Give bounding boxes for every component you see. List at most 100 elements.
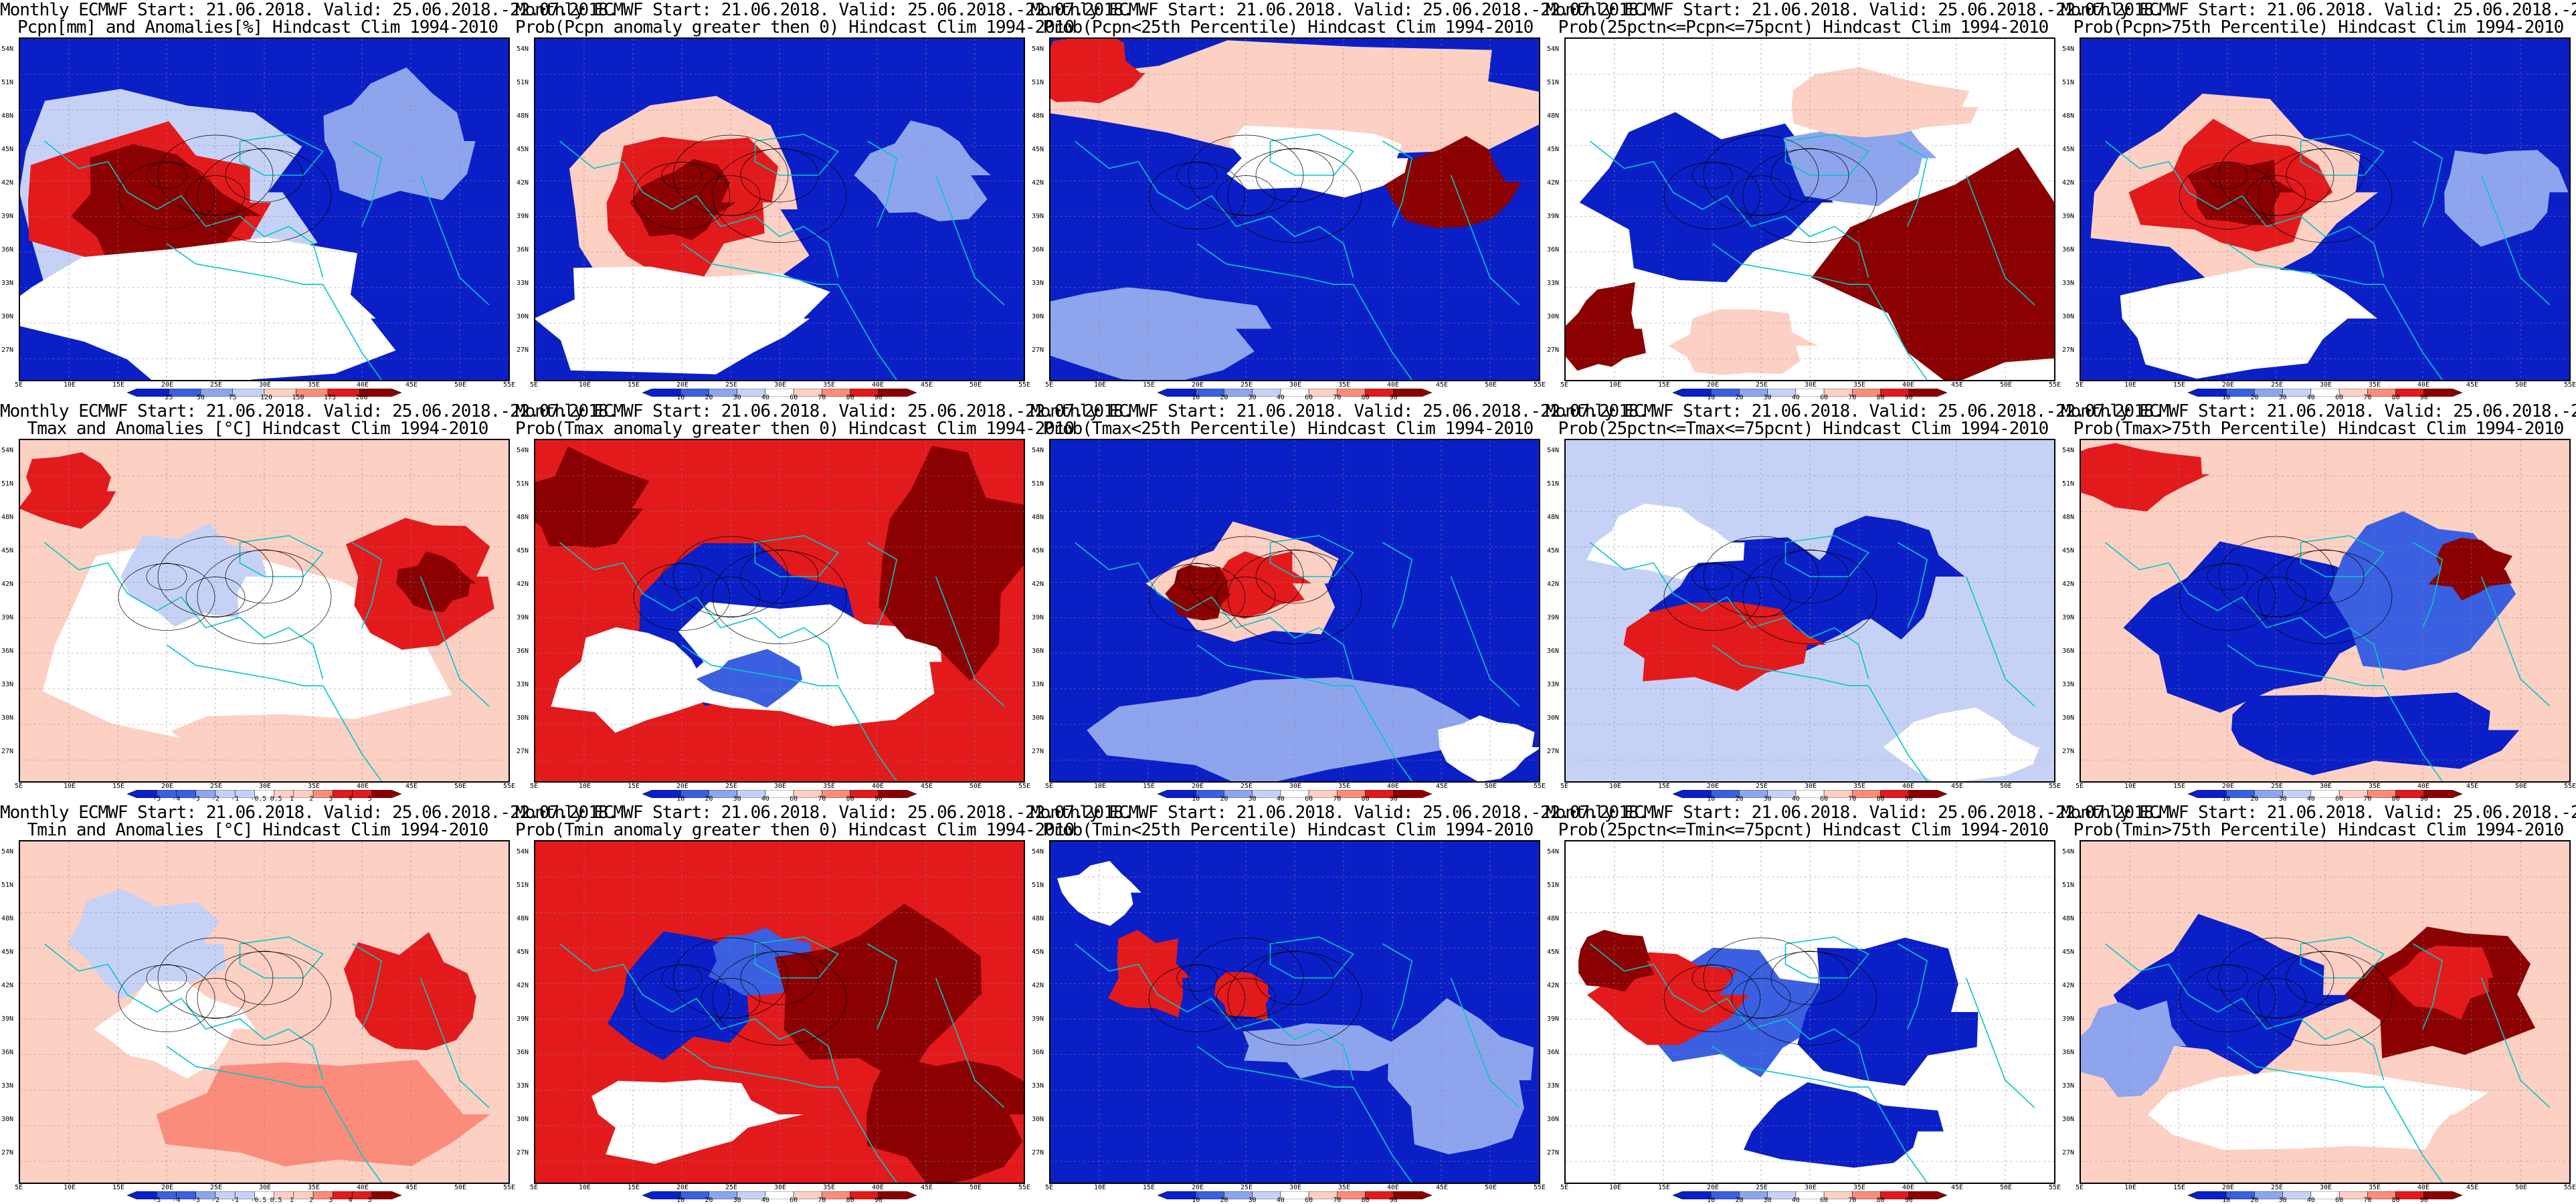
lon-tick-label: 20E — [161, 381, 174, 389]
coastline — [2480, 576, 2551, 707]
lat-tick-label: 42N — [2062, 179, 2075, 187]
contour-line — [118, 965, 215, 1032]
lon-tick-label: 55E — [1018, 381, 1031, 389]
lon-tick-label: 40E — [357, 1184, 369, 1191]
lat-tick-label: 27N — [1032, 346, 1044, 354]
lon-tick-label: 45E — [921, 783, 933, 790]
lon-tick-label: 30E — [1289, 381, 1302, 389]
map-panel: Monthly ECMWF Start: 21.06.2018. Valid: … — [0, 0, 618, 401]
lon-tick-label: 40E — [357, 381, 369, 389]
lat-tick-label: 39N — [1547, 614, 1560, 621]
anomaly-shade — [2081, 443, 2210, 512]
coastline — [322, 1086, 382, 1183]
colorbar-label: 80 — [1361, 795, 1370, 803]
lat-tick-label: 27N — [1547, 346, 1560, 354]
lat-tick-label: 48N — [2062, 112, 2075, 120]
coastline — [2480, 175, 2551, 306]
colorbar-label: 0.5 — [270, 1197, 282, 1204]
coastline — [935, 977, 1005, 1108]
lat-tick-label: 51N — [1547, 882, 1560, 889]
colorbar-segment — [878, 1191, 917, 1200]
coastline — [837, 685, 897, 781]
lon-tick-label: 10E — [579, 1184, 591, 1191]
lon-tick-label: 45E — [405, 783, 418, 790]
anomaly-shade — [535, 446, 650, 548]
contour-line — [661, 563, 703, 591]
colorbar-label: 40 — [1791, 394, 1800, 401]
lon-tick-label: 40E — [872, 1184, 885, 1191]
lat-tick-label: 33N — [2062, 681, 2075, 688]
contour-line — [672, 134, 789, 216]
lat-tick-label: 45N — [517, 948, 529, 956]
colorbar-label: 30 — [2278, 1197, 2287, 1204]
lat-tick-label: 42N — [1032, 179, 1044, 187]
anomaly-shade — [20, 237, 396, 380]
lon-tick-label: 40E — [872, 381, 885, 389]
lon-tick-label: 10E — [64, 783, 76, 790]
lat-tick-label: 48N — [1547, 112, 1560, 120]
coastline — [2105, 140, 2385, 278]
colorbar-label: 10 — [1192, 394, 1200, 401]
colorbar-segment — [126, 388, 169, 397]
colorbar-label: -0.5 — [250, 795, 267, 803]
contour-line — [118, 563, 215, 631]
contour-line — [1188, 536, 1304, 617]
lat-tick-label: 39N — [517, 213, 529, 220]
colorbar-label: 5 — [367, 1197, 372, 1204]
lat-tick-label: 42N — [1032, 982, 1044, 989]
lat-tick-label: 45N — [1, 547, 14, 555]
anomaly-shade — [1811, 147, 2054, 380]
colorbar-label: 50 — [197, 394, 205, 401]
coastline — [837, 1086, 897, 1183]
lat-tick-label: 27N — [1547, 1149, 1560, 1157]
lat-tick-label: 48N — [1, 112, 14, 120]
colorbar-label: 40 — [2306, 1197, 2315, 1204]
contour-line — [1216, 978, 1276, 1019]
colorbar-label: 1 — [289, 795, 294, 803]
colorbar — [2187, 788, 2463, 799]
lon-tick-label: 25E — [725, 381, 738, 389]
colorbar-label: 30 — [1248, 795, 1257, 803]
contour-line — [1770, 549, 1849, 604]
colorbar-label: 20 — [1220, 394, 1228, 401]
colorbar-label: 60 — [2335, 394, 2344, 401]
lat-tick-label: 36N — [2062, 647, 2075, 655]
map-panel: Monthly ECMWF Start: 21.06.2018. Valid: … — [1546, 803, 2164, 1204]
lon-tick-label: 10E — [2124, 1184, 2137, 1191]
lat-tick-label: 27N — [1, 346, 14, 354]
colorbar-label: 60 — [1305, 795, 1313, 803]
lon-tick-label: 10E — [1609, 1184, 1622, 1191]
lat-tick-label: 33N — [1547, 280, 1560, 287]
anomaly-shade — [1586, 503, 1745, 580]
lat-tick-label: 54N — [1032, 848, 1044, 856]
lon-tick-label: 10E — [579, 783, 591, 790]
coastline — [1196, 644, 1354, 687]
lat-tick-label: 54N — [1547, 447, 1560, 454]
contour-line — [1703, 937, 1819, 1019]
lon-tick-label: 55E — [503, 381, 516, 389]
contour-line — [1176, 964, 1218, 992]
anomaly-shade — [1797, 937, 1979, 1086]
colorbar-segment — [359, 388, 402, 397]
colorbar-label: 10 — [2222, 795, 2231, 803]
lon-tick-label: 15E — [1658, 1184, 1671, 1191]
lat-tick-label: 51N — [1, 882, 14, 889]
coastline — [1075, 943, 1354, 1081]
colorbar-label: -3 — [191, 1197, 200, 1204]
lat-tick-label: 33N — [517, 681, 529, 688]
lon-tick-label: 15E — [112, 783, 125, 790]
lat-tick-label: 27N — [517, 346, 529, 354]
contour-line — [2218, 536, 2334, 617]
lat-tick-label: 39N — [1547, 213, 1560, 220]
contour-line — [2207, 161, 2248, 189]
lon-tick-label: 30E — [774, 381, 787, 389]
coastline — [2300, 133, 2385, 176]
colorbar-label: 80 — [1361, 394, 1370, 401]
colorbar-label: 60 — [790, 795, 798, 803]
forecast-map — [1049, 37, 1540, 381]
lon-tick-label: 50E — [2515, 783, 2528, 790]
coastline — [1965, 977, 2035, 1108]
coastline — [1867, 685, 1928, 781]
contour-line — [633, 965, 731, 1032]
colorbar — [642, 788, 917, 799]
